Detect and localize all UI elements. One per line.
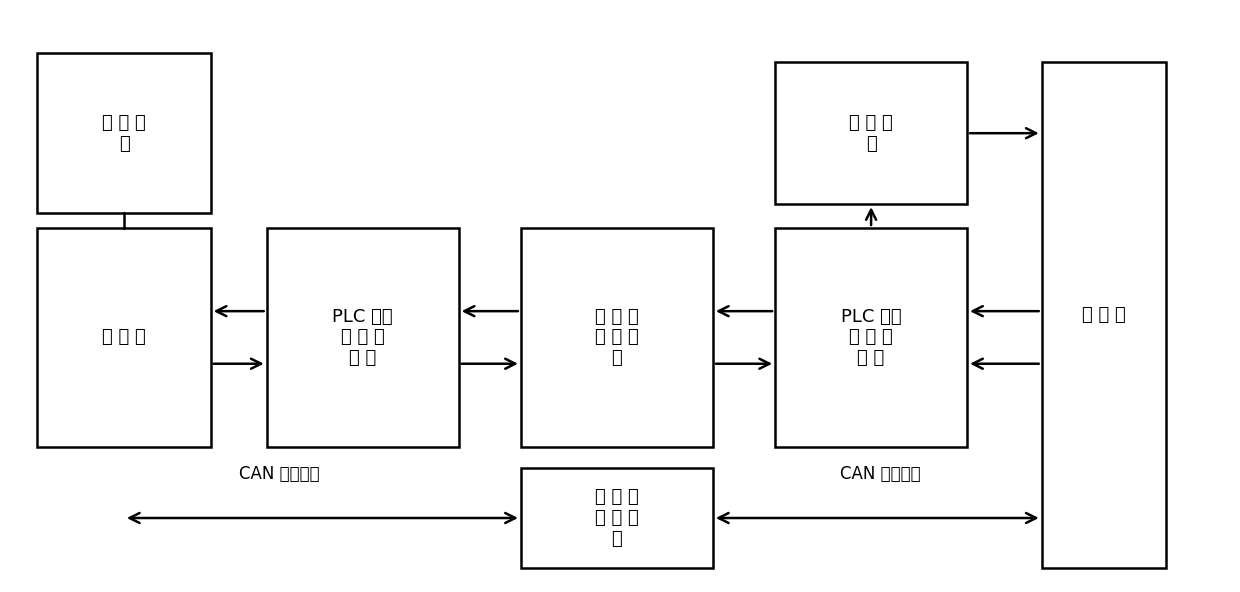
Bar bbox=[775, 228, 967, 447]
Text: CAN 总线数据: CAN 总线数据 bbox=[238, 465, 320, 482]
Bar bbox=[1042, 62, 1166, 568]
Text: 操 作 台: 操 作 台 bbox=[1081, 306, 1126, 324]
Bar bbox=[521, 468, 713, 568]
Text: CAN 总线数据: CAN 总线数据 bbox=[839, 465, 921, 482]
Text: 无 线 通
讯 模 块
二: 无 线 通 讯 模 块 二 bbox=[595, 488, 639, 548]
Text: PLC 数据
采 集 模
块 二: PLC 数据 采 集 模 块 二 bbox=[841, 308, 901, 367]
Text: PLC 数据
采 集 模
块 一: PLC 数据 采 集 模 块 一 bbox=[332, 308, 393, 367]
Text: 电 源 模
块: 电 源 模 块 bbox=[102, 114, 146, 153]
Text: 无 线 通
讯 模 块
一: 无 线 通 讯 模 块 一 bbox=[595, 308, 639, 367]
Bar bbox=[37, 53, 211, 213]
Text: 操 作 台: 操 作 台 bbox=[102, 329, 146, 346]
Text: 驱 动 模
块: 驱 动 模 块 bbox=[849, 114, 893, 153]
Bar bbox=[37, 228, 211, 447]
Bar bbox=[267, 228, 459, 447]
Bar bbox=[521, 228, 713, 447]
Bar bbox=[775, 62, 967, 204]
